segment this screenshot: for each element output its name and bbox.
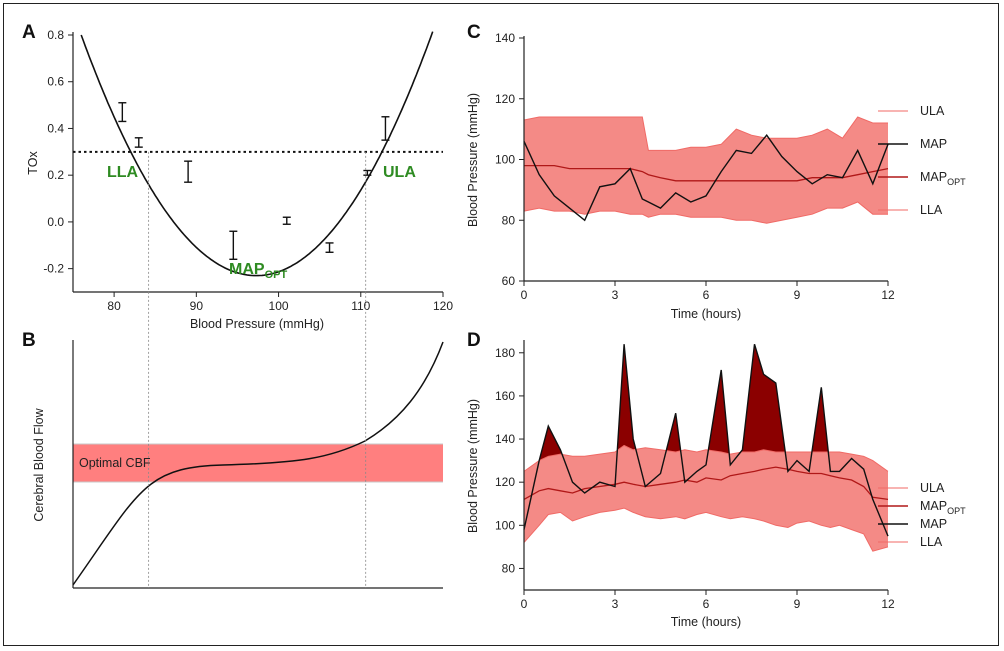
panel-c-legend-label: MAPOPT [920, 170, 966, 187]
panel-a-y-tick-label: 0.2 [47, 168, 64, 182]
panel-c-legend-label: ULA [920, 104, 945, 118]
panel-c-y-tick-label: 60 [502, 274, 516, 288]
panel-a-x-tick-label: 80 [107, 299, 121, 313]
panel-d-y-tick-label: 80 [502, 561, 516, 575]
panel-a-y-tick-label: -0.2 [43, 262, 64, 276]
panel-c-ula-line [523, 116, 888, 151]
panel-a-chart: 80 90 100 110 120 -0.2 0.0 0.2 0.4 0.6 0.8 LLA ULA… [26, 28, 453, 331]
panel-d-x-tick-label: 0 [521, 597, 528, 611]
panel-d-x-tick-label: 6 [703, 597, 710, 611]
panel-letter-d: D [467, 330, 481, 351]
panel-d-legend-label: ULA [920, 481, 945, 495]
panel-d-legend-label-main: ULA [920, 481, 945, 495]
panel-d-y-tick-label: 180 [495, 346, 515, 360]
panel-c-y-tick-label: 140 [495, 31, 515, 45]
panel-d-y-axis-label: Blood Pressure (mmHg) [466, 399, 480, 533]
panel-c-legend-label: LLA [920, 203, 943, 217]
tox-parabola-fit [80, 31, 434, 277]
map-opt-annotation-sub: OPT [265, 269, 288, 281]
panel-d-legend-label-main: MAP [920, 499, 947, 513]
panel-d-legend-label: LLA [920, 535, 943, 549]
panel-d-y-tick-label: 120 [495, 475, 515, 489]
panel-c-y-tick-label: 120 [495, 92, 515, 106]
map-opt-annotation: MAPOPT [229, 261, 287, 281]
panel-c-legend-label-main: LLA [920, 203, 943, 217]
panel-c-legend-label-main: MAP [920, 137, 947, 151]
lla-annotation: LLA [107, 164, 139, 181]
panel-b-y-axis-label: Cerebral Blood Flow [32, 407, 46, 521]
panel-a-x-tick-label: 110 [351, 299, 370, 313]
panel-a-x-tick-label: 120 [433, 299, 453, 313]
panel-c-y-tick-label: 100 [495, 153, 515, 167]
optimal-cbf-label: Optimal CBF [79, 456, 151, 470]
panel-c-map-opt-line [524, 164, 889, 182]
panel-d-lla-line [523, 507, 889, 552]
panel-a-x-tick-label: 100 [269, 299, 289, 313]
panel-c-chart: 0 3 6 9 12 60 80 100 120 140 Time (hours) Blood P… [466, 31, 966, 321]
panel-a-y-tick-label: 0.8 [47, 28, 64, 42]
panel-c-legend-label-sub: OPT [947, 177, 966, 187]
ula-annotation: ULA [383, 164, 416, 181]
panel-letter-b: B [22, 330, 36, 351]
panel-d-legend-label-sub: OPT [947, 506, 966, 516]
panel-b-chart: Optimal CBF Cerebral Blood Flow [32, 340, 444, 589]
panel-a-y-tick-label: 0.6 [47, 75, 64, 89]
panel-c-x-axis-label: Time (hours) [671, 307, 741, 321]
panel-c-legend-label: MAP [920, 137, 947, 151]
panel-c-x-tick-label: 9 [794, 288, 801, 302]
panel-c-x-tick-label: 0 [521, 288, 528, 302]
panel-c-legend-label-main: ULA [920, 104, 945, 118]
panel-d-map-line [523, 343, 889, 537]
panel-d-legend-label-main: LLA [920, 535, 943, 549]
panel-a-x-tick-label: 90 [190, 299, 204, 313]
panel-c-y-axis-label: Blood Pressure (mmHg) [466, 93, 480, 227]
panel-a-x-axis-label: Blood Pressure (mmHg) [190, 317, 324, 331]
panel-a-y-axis-label: TOx [26, 151, 40, 175]
panel-c-x-tick-label: 3 [612, 288, 619, 302]
panel-d-x-axis-label: Time (hours) [671, 615, 741, 629]
figure-frame [3, 3, 999, 646]
panel-d-legend-label: MAPOPT [920, 499, 966, 516]
panel-d-map-opt-line [523, 466, 889, 501]
panel-d-chart: 0 3 6 9 12 80 100 120 140 160 180 Time (hours) Blo… [466, 340, 966, 629]
panel-c-autoregulation-band [524, 117, 888, 224]
panel-d-legend-label-main: MAP [920, 517, 947, 531]
panel-c-x-tick-label: 12 [881, 288, 895, 302]
panel-letter-c: C [467, 22, 481, 43]
panel-d-legend-label: MAP [920, 517, 947, 531]
panel-d-y-tick-label: 100 [495, 518, 515, 532]
panel-d-x-tick-label: 12 [881, 597, 895, 611]
panel-letter-a: A [22, 22, 36, 43]
panel-d-y-tick-label: 160 [495, 389, 515, 403]
panel-c-map-line [523, 134, 889, 222]
panel-c-x-tick-label: 6 [703, 288, 710, 302]
panel-a-y-tick-label: 0.4 [47, 121, 64, 135]
map-opt-annotation-main: MAP [229, 261, 265, 278]
panel-d-y-tick-label: 140 [495, 432, 515, 446]
cbf-autoregulation-curve [72, 341, 444, 586]
panel-c-legend-label-main: MAP [920, 170, 947, 184]
panel-c-y-tick-label: 80 [502, 213, 516, 227]
panel-d-x-tick-label: 9 [794, 597, 801, 611]
panel-a-y-tick-label: 0.0 [47, 215, 64, 229]
panel-d-x-tick-label: 3 [612, 597, 619, 611]
